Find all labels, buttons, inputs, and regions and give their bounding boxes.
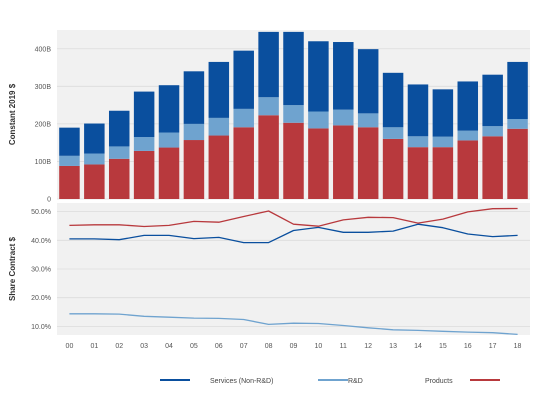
x-tick-label: 15 — [439, 343, 447, 350]
legend-label-rd: R&D — [348, 378, 363, 385]
x-axis-ticks: 00 01 02 03 04 05 06 07 08 09 10 11 12 13 14 15 16 17 18 — [66, 343, 522, 350]
bar-rd-15 — [432, 136, 454, 148]
bar-products-01 — [84, 164, 105, 199]
bar-rd-11 — [333, 109, 354, 126]
bar-services-08 — [258, 31, 279, 98]
bar-services-06 — [208, 61, 230, 118]
top-y-axis-label: Constant 2019 $ — [8, 83, 17, 145]
bar-services-17 — [482, 74, 503, 127]
bottom-y-axis-label: Share Contract $ — [8, 236, 17, 301]
bottom-y-tick-label: 20.0% — [31, 295, 51, 302]
x-tick-label: 14 — [414, 343, 422, 350]
bar-services-12 — [357, 49, 379, 114]
bottom-y-tick-label: 30.0% — [31, 267, 51, 274]
line-services — [69, 223, 518, 244]
bar-products-17 — [482, 136, 503, 199]
bar-rd-18 — [507, 119, 528, 129]
top-y-tick-label: 300B — [35, 84, 52, 91]
stacked-bar-panel: 0 100B 200B 300B 400B Constant 2019 $ — [8, 30, 530, 204]
x-tick-label: 17 — [489, 343, 497, 350]
bar-services-09 — [283, 31, 304, 106]
bar-rd-17 — [482, 126, 503, 137]
bar-services-04 — [158, 85, 180, 133]
bar-products-07 — [233, 127, 254, 199]
x-tick-label: 12 — [364, 343, 372, 350]
bar-rd-09 — [283, 105, 304, 123]
bar-services-00 — [59, 127, 80, 156]
bottom-y-tick-label: 40.0% — [31, 238, 51, 245]
bar-services-11 — [333, 42, 354, 110]
bar-services-18 — [507, 61, 528, 120]
bar-products-04 — [158, 147, 180, 199]
bar-services-16 — [457, 81, 479, 131]
bar-services-13 — [382, 72, 404, 128]
x-tick-label: 08 — [265, 343, 273, 350]
bar-products-10 — [308, 128, 329, 199]
bottom-y-tick-label: 50.0% — [31, 209, 51, 216]
line-rd — [69, 313, 518, 336]
bar-products-14 — [407, 147, 429, 199]
x-tick-label: 09 — [290, 343, 298, 350]
x-tick-label: 05 — [190, 343, 198, 350]
bar-rd-01 — [84, 153, 105, 165]
bar-rd-14 — [407, 136, 429, 148]
bottom-y-tick-label: 10.0% — [31, 324, 51, 331]
top-y-tick-label: 0 — [47, 197, 51, 204]
bar-services-10 — [308, 41, 329, 112]
bar-services-05 — [183, 71, 205, 124]
top-y-tick-label: 400B — [35, 46, 52, 53]
bar-services-03 — [133, 91, 155, 138]
bar-rd-02 — [108, 146, 130, 159]
x-tick-label: 13 — [389, 343, 397, 350]
bar-services-07 — [233, 50, 254, 109]
x-tick-label: 03 — [140, 343, 148, 350]
bar-products-12 — [357, 127, 379, 199]
bar-products-13 — [382, 138, 404, 199]
bar-products-18 — [507, 128, 528, 199]
bar-rd-06 — [208, 117, 230, 136]
bar-products-00 — [59, 165, 80, 199]
bar-rd-03 — [133, 137, 155, 151]
share-line-panel: 10.0% 20.0% 30.0% 40.0% 50.0% Share Contract … — [8, 203, 530, 336]
bar-rd-04 — [158, 132, 180, 148]
bar-rd-10 — [308, 111, 329, 129]
x-tick-label: 10 — [314, 343, 322, 350]
bar-products-16 — [457, 140, 479, 199]
x-tick-label: 18 — [514, 343, 522, 350]
bar-rd-05 — [183, 123, 205, 141]
x-tick-label: 06 — [215, 343, 223, 350]
x-tick-label: 00 — [66, 343, 74, 350]
bar-rd-12 — [357, 113, 379, 128]
bar-services-14 — [407, 84, 429, 137]
legend-label-services: Services (Non-R&D) — [210, 378, 273, 385]
x-tick-label: 04 — [165, 343, 173, 350]
top-y-tick-label: 100B — [35, 159, 52, 166]
x-tick-label: 16 — [464, 343, 472, 350]
bar-products-09 — [283, 122, 304, 199]
bar-services-02 — [108, 110, 130, 147]
bar-products-03 — [133, 150, 155, 199]
legend: Services (Non-R&D) R&D Products — [160, 378, 500, 385]
bar-products-05 — [183, 140, 205, 199]
x-tick-label: 01 — [90, 343, 98, 350]
bar-rd-07 — [233, 108, 254, 128]
bar-products-08 — [258, 115, 279, 199]
legend-label-products: Products — [425, 378, 453, 385]
bar-rd-00 — [59, 155, 80, 166]
bar-products-02 — [108, 158, 130, 199]
x-tick-label: 07 — [240, 343, 248, 350]
bar-products-06 — [208, 135, 230, 199]
x-tick-label: 11 — [340, 343, 347, 350]
bar-services-01 — [84, 123, 105, 154]
x-tick-label: 02 — [115, 343, 123, 350]
line-products — [69, 207, 518, 228]
top-y-tick-label: 200B — [35, 121, 52, 128]
bar-products-11 — [333, 125, 354, 199]
bar-rd-16 — [457, 130, 479, 141]
bar-products-15 — [432, 147, 454, 199]
bar-services-15 — [432, 89, 454, 137]
bar-rd-08 — [258, 97, 279, 116]
bar-rd-13 — [382, 127, 404, 139]
